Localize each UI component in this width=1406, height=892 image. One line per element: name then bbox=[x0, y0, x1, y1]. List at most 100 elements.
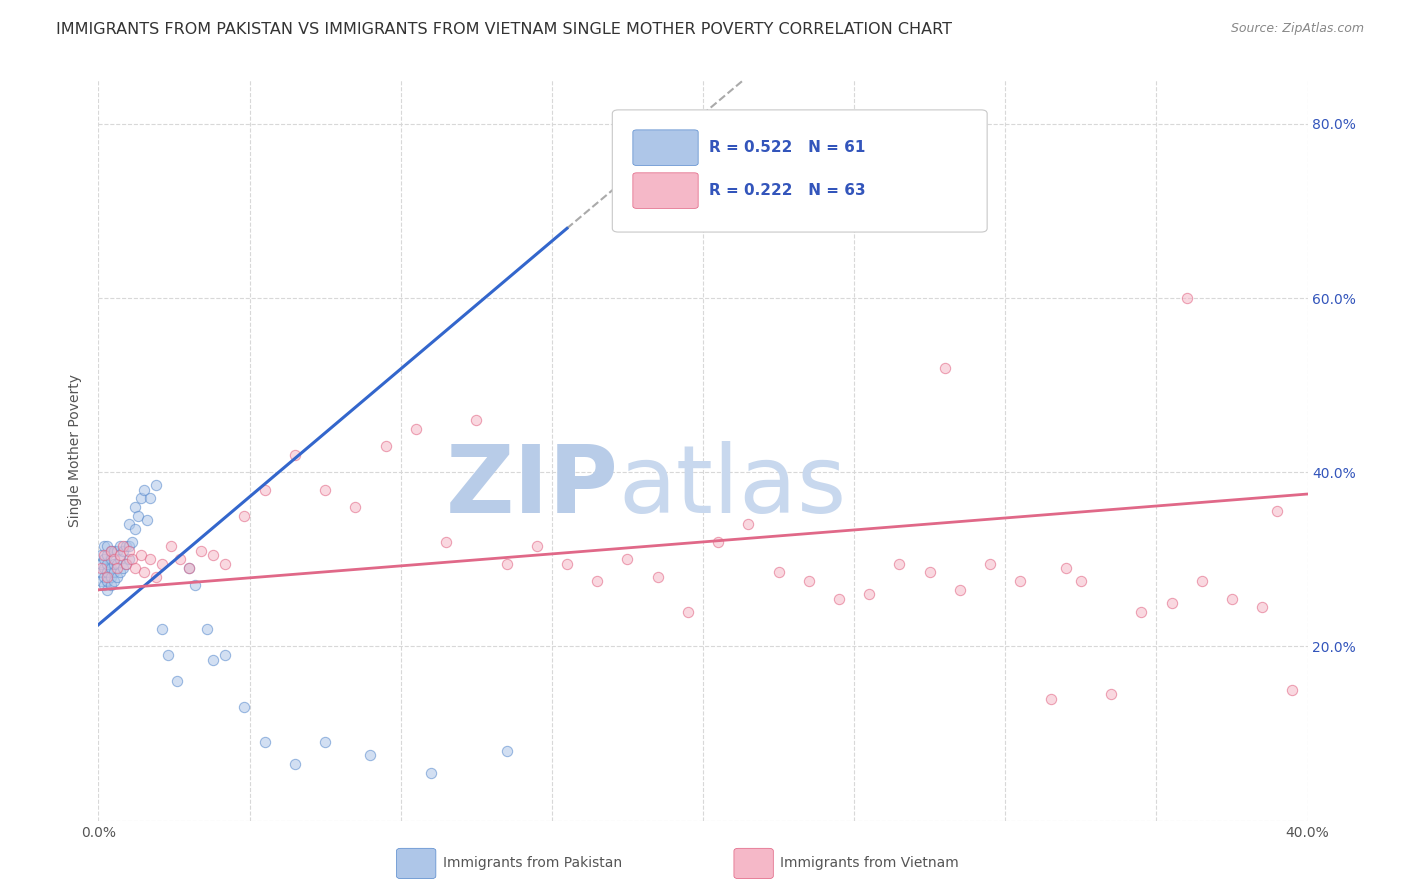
Point bbox=[150, 622, 173, 636]
Point bbox=[314, 735, 336, 749]
Point bbox=[1267, 504, 1289, 518]
Point bbox=[616, 552, 638, 566]
Point bbox=[111, 539, 134, 553]
Point bbox=[1160, 596, 1182, 610]
Point bbox=[121, 535, 143, 549]
Point bbox=[586, 574, 609, 588]
Point bbox=[1281, 683, 1303, 698]
Y-axis label: Single Mother Poverty: Single Mother Poverty bbox=[69, 374, 83, 527]
Point bbox=[190, 543, 212, 558]
Point bbox=[1099, 687, 1122, 701]
Point bbox=[114, 557, 136, 571]
Point bbox=[93, 578, 115, 592]
Point bbox=[103, 552, 125, 566]
Point bbox=[979, 557, 1001, 571]
Point bbox=[90, 548, 112, 562]
Point bbox=[132, 566, 155, 580]
Point bbox=[934, 360, 956, 375]
Point bbox=[129, 548, 152, 562]
Point bbox=[100, 561, 122, 575]
Point bbox=[1191, 574, 1213, 588]
Point bbox=[96, 582, 118, 597]
Point bbox=[96, 574, 118, 588]
Point bbox=[124, 522, 146, 536]
Point bbox=[93, 561, 115, 575]
Text: IMMIGRANTS FROM PAKISTAN VS IMMIGRANTS FROM VIETNAM SINGLE MOTHER POVERTY CORREL: IMMIGRANTS FROM PAKISTAN VS IMMIGRANTS F… bbox=[56, 22, 952, 37]
Point bbox=[90, 566, 112, 580]
Point bbox=[676, 605, 699, 619]
Point bbox=[93, 548, 115, 562]
Point bbox=[111, 543, 134, 558]
Point bbox=[179, 561, 201, 575]
Point bbox=[768, 566, 790, 580]
Point bbox=[253, 735, 276, 749]
Text: Immigrants from Vietnam: Immigrants from Vietnam bbox=[780, 856, 959, 871]
Text: ZIP: ZIP bbox=[446, 442, 619, 533]
Point bbox=[96, 566, 118, 580]
Point bbox=[139, 552, 162, 566]
Point bbox=[108, 552, 131, 566]
Point bbox=[150, 557, 173, 571]
Point bbox=[214, 648, 236, 662]
Point bbox=[344, 500, 367, 514]
Point bbox=[169, 552, 191, 566]
FancyBboxPatch shape bbox=[633, 173, 699, 209]
Point bbox=[1039, 691, 1062, 706]
Point bbox=[105, 561, 128, 575]
Point bbox=[127, 508, 149, 523]
Point bbox=[526, 539, 548, 553]
Point bbox=[405, 422, 427, 436]
Point bbox=[1070, 574, 1092, 588]
Point bbox=[135, 513, 157, 527]
Point bbox=[100, 578, 122, 592]
Point bbox=[139, 491, 162, 506]
Point bbox=[145, 478, 167, 492]
Point bbox=[360, 748, 382, 763]
Point bbox=[90, 561, 112, 575]
Point bbox=[100, 543, 122, 558]
Point bbox=[918, 566, 941, 580]
Point bbox=[1130, 605, 1153, 619]
Point bbox=[129, 491, 152, 506]
Point bbox=[93, 539, 115, 553]
Point bbox=[93, 570, 115, 584]
Point bbox=[555, 557, 578, 571]
Point bbox=[156, 648, 179, 662]
Point bbox=[828, 591, 851, 606]
Point bbox=[145, 570, 167, 584]
Point bbox=[108, 539, 131, 553]
Point bbox=[96, 548, 118, 562]
Point bbox=[96, 539, 118, 553]
Point bbox=[96, 557, 118, 571]
Point bbox=[90, 557, 112, 571]
Point bbox=[105, 557, 128, 571]
Text: Immigrants from Pakistan: Immigrants from Pakistan bbox=[443, 856, 621, 871]
Point bbox=[103, 557, 125, 571]
Point bbox=[100, 543, 122, 558]
Point bbox=[179, 561, 201, 575]
Point bbox=[949, 582, 972, 597]
Point bbox=[374, 439, 396, 453]
Point bbox=[465, 413, 488, 427]
Point bbox=[108, 548, 131, 562]
Point bbox=[889, 557, 911, 571]
Point bbox=[214, 557, 236, 571]
Point bbox=[166, 674, 188, 689]
Text: Source: ZipAtlas.com: Source: ZipAtlas.com bbox=[1230, 22, 1364, 36]
Point bbox=[1010, 574, 1032, 588]
Point bbox=[1175, 291, 1198, 305]
Point bbox=[124, 561, 146, 575]
Point bbox=[118, 517, 141, 532]
Point bbox=[114, 539, 136, 553]
Point bbox=[1251, 600, 1274, 615]
Point bbox=[253, 483, 276, 497]
FancyBboxPatch shape bbox=[613, 110, 987, 232]
Point bbox=[124, 500, 146, 514]
Point bbox=[797, 574, 820, 588]
Point bbox=[314, 483, 336, 497]
Point bbox=[858, 587, 880, 601]
Point bbox=[737, 517, 759, 532]
Point bbox=[93, 552, 115, 566]
Point bbox=[495, 744, 517, 758]
Point bbox=[118, 552, 141, 566]
